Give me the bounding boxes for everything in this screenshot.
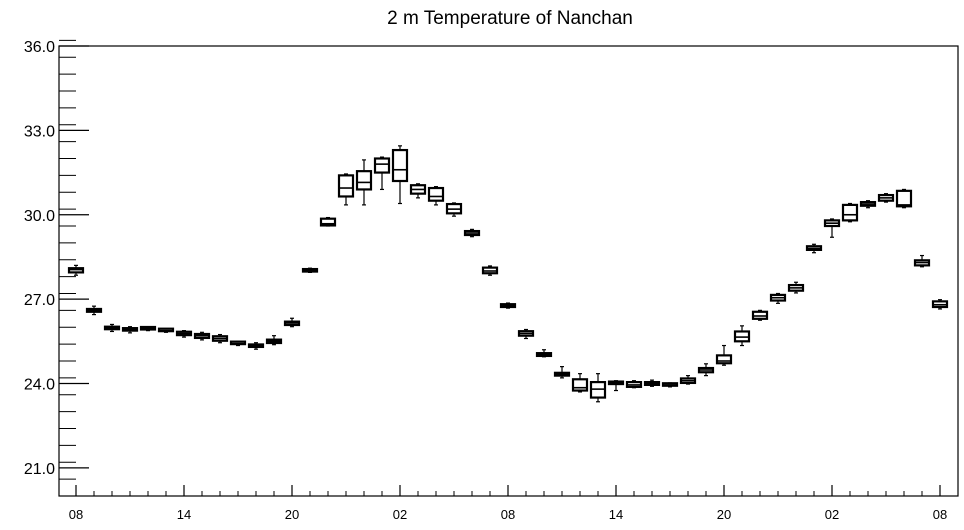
box-group — [85, 305, 103, 316]
box-group — [319, 216, 337, 227]
box-group — [679, 375, 697, 385]
box-group — [337, 173, 355, 206]
box-iqr — [391, 148, 409, 183]
box-group — [193, 331, 211, 341]
chart-title: 2 m Temperature of Nanchan — [387, 8, 633, 29]
box-group — [859, 200, 877, 209]
x-tick-label: 08 — [69, 507, 83, 522]
box-group — [265, 335, 283, 346]
box-group — [913, 254, 931, 268]
box-series — [67, 145, 949, 403]
box-group — [121, 326, 139, 334]
y-axis: 21.0 24.0 27.0 30.0 33.0 36.0 — [24, 39, 89, 497]
box-group — [787, 281, 805, 294]
box-iqr — [715, 354, 733, 365]
box-iqr — [571, 378, 589, 392]
box-group — [643, 379, 661, 387]
box-iqr — [373, 157, 391, 174]
box-group — [157, 327, 175, 333]
box-iqr — [841, 203, 859, 222]
box-group — [697, 363, 715, 377]
box-group — [373, 156, 391, 191]
box-group — [499, 302, 517, 309]
box-group — [553, 366, 571, 379]
box-group — [283, 317, 301, 328]
box-group — [625, 380, 643, 389]
box-iqr — [319, 217, 337, 227]
box-group — [931, 299, 949, 310]
x-tick-label: 02 — [825, 507, 839, 522]
box-group — [355, 159, 373, 206]
box-group — [391, 145, 409, 205]
x-tick-label: 08 — [501, 507, 515, 522]
box-group — [103, 323, 121, 333]
box-group — [877, 193, 895, 203]
x-tick-label: 20 — [285, 507, 299, 522]
box-group — [427, 186, 445, 206]
box-group — [661, 382, 679, 388]
box-group — [895, 188, 913, 209]
box-iqr — [355, 170, 373, 191]
box-group — [751, 309, 769, 321]
box-group — [247, 342, 265, 350]
x-tick-label: 14 — [609, 507, 623, 522]
box-group — [571, 373, 589, 393]
x-tick-label: 14 — [177, 507, 191, 522]
x-tick-label: 02 — [393, 507, 407, 522]
box-group — [733, 325, 751, 347]
box-group — [769, 292, 787, 304]
y-tick-label: 21.0 — [24, 461, 55, 478]
box-group — [301, 267, 319, 274]
y-tick-label: 24.0 — [24, 377, 55, 394]
box-group — [139, 325, 157, 332]
box-group — [823, 218, 841, 238]
plot-frame — [58, 45, 959, 497]
x-axis: 08 14 20 02 08 14 20 02 08 — [69, 485, 947, 522]
box-group — [535, 349, 553, 358]
box-group — [517, 328, 535, 340]
box-group — [589, 373, 607, 403]
box-group — [175, 330, 193, 338]
box-group — [409, 183, 427, 199]
box-group — [445, 202, 463, 217]
y-tick-label: 36.0 — [24, 39, 55, 56]
box-group — [229, 340, 247, 347]
box-iqr — [427, 186, 445, 202]
box-group — [715, 344, 733, 366]
box-group — [67, 264, 85, 276]
y-tick-label: 30.0 — [24, 208, 55, 225]
box-group — [841, 202, 859, 223]
x-tick-label: 08 — [933, 507, 947, 522]
x-tick-label: 20 — [717, 507, 731, 522]
box-group — [463, 228, 481, 238]
y-tick-label: 27.0 — [24, 292, 55, 309]
box-group — [607, 380, 625, 392]
box-group — [211, 333, 229, 344]
box-iqr — [337, 174, 355, 198]
box-group — [481, 265, 499, 276]
y-tick-label: 33.0 — [24, 123, 55, 140]
box-iqr — [895, 189, 913, 208]
box-group — [805, 243, 823, 254]
